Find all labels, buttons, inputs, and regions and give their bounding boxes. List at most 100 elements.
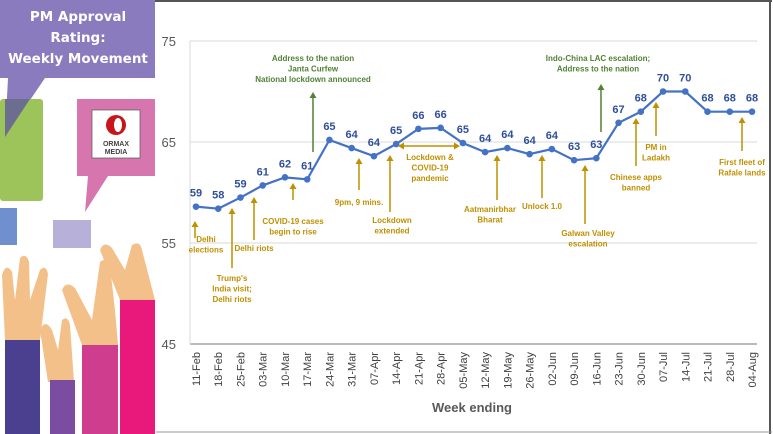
arrow-up-icon <box>632 118 640 124</box>
data-label: 58 <box>212 190 224 202</box>
arrow-up-icon <box>493 155 501 161</box>
data-label: 68 <box>724 93 736 105</box>
data-label: 68 <box>635 93 647 105</box>
data-point <box>437 124 444 132</box>
annotation-text: Janta Curfew <box>288 65 339 74</box>
data-label: 70 <box>657 73 669 85</box>
x-tick-label: 19-May <box>502 352 514 389</box>
annotation-text: National lockdown announced <box>255 75 371 84</box>
annotation-text: First fleet of <box>719 158 765 167</box>
x-tick-label: 11-Feb <box>191 352 203 386</box>
annotation-text: Trump's <box>217 274 248 283</box>
event-annotation: Address to the nation Janta CurfewNationa… <box>255 54 371 152</box>
event-annotation: PM in Ladakh <box>642 102 670 163</box>
annotation-text: Delhi riots <box>234 244 274 253</box>
data-label: 65 <box>390 125 402 137</box>
data-point <box>192 203 200 210</box>
data-point <box>459 139 467 147</box>
data-point <box>615 119 622 127</box>
annotation-text: Delhi riots <box>212 295 252 304</box>
event-annotation: Trump's India visit;Delhi riots <box>212 208 252 304</box>
event-annotation: Indo-China LAC escalation; Address to the… <box>546 54 650 132</box>
data-label: 61 <box>301 160 313 172</box>
arrow-up-icon <box>597 84 605 90</box>
annotation-text: pandemic <box>411 174 449 183</box>
annotation-text: extended <box>374 227 409 236</box>
event-annotation: Unlock 1.0 <box>522 155 563 211</box>
arrow-up-icon <box>652 102 660 108</box>
sleeve-4 <box>120 300 155 434</box>
x-tick-label: 25-Feb <box>235 352 247 387</box>
x-tick-label: 03-Mar <box>258 352 270 387</box>
y-tick-label: 75 <box>162 34 176 49</box>
x-tick-label: 28-Apr <box>436 352 448 385</box>
x-tick-label: 28-Jul <box>725 352 737 382</box>
raised-hands <box>2 243 155 382</box>
lavender-bubble <box>53 220 91 248</box>
data-point <box>681 88 689 95</box>
data-point <box>214 205 222 212</box>
data-label: 70 <box>679 73 691 85</box>
annotation-text: PM in <box>645 143 666 152</box>
data-point <box>726 108 734 115</box>
data-point <box>281 174 289 181</box>
data-point <box>370 152 378 160</box>
event-annotation: Galwan Valley escalation <box>561 165 615 249</box>
x-axis-title: Week ending <box>432 400 512 415</box>
annotation-text: Aatmanirbhar <box>464 205 516 214</box>
x-tick-label: 09-Jun <box>569 352 581 386</box>
annotation-text: COVID-19 cases <box>262 217 324 226</box>
logo-text-2: MEDIA <box>105 149 128 156</box>
arrow-up-icon <box>250 197 258 203</box>
x-tick-label: 16-Jun <box>591 352 603 386</box>
x-tick-label: 10-Mar <box>280 352 292 387</box>
sleeve-3 <box>82 345 118 434</box>
data-label: 61 <box>257 166 269 178</box>
arrow-up-icon <box>538 155 546 161</box>
logo-text-1: ORMAX <box>103 141 129 148</box>
annotation-text: Address to the nation <box>272 54 354 63</box>
data-point <box>504 144 511 152</box>
data-point <box>326 136 333 144</box>
x-tick-label: 07-Jul <box>658 352 670 382</box>
y-tick-label: 45 <box>162 337 176 352</box>
data-point <box>526 150 533 158</box>
data-label: 59 <box>234 179 246 191</box>
y-tick-label: 65 <box>162 135 176 150</box>
event-annotation: Delhi riots <box>234 197 274 253</box>
arrow-right-icon <box>454 142 460 150</box>
annotation-text: Lockdown & <box>406 153 454 162</box>
x-tick-label: 24-Mar <box>324 352 336 387</box>
data-label: 64 <box>346 129 359 141</box>
annotation-text: Address to the nation <box>557 65 639 74</box>
annotation-text: Rafale lands <box>718 169 766 178</box>
event-annotation: First fleet of Rafale lands <box>718 117 766 178</box>
x-tick-label: 31-Mar <box>347 352 359 387</box>
data-point <box>259 182 267 189</box>
x-tick-label: 12-May <box>480 352 492 389</box>
data-label: 64 <box>368 137 381 149</box>
data-point <box>748 108 756 115</box>
data-point <box>548 145 556 153</box>
title-panel <box>0 0 155 78</box>
annotation-text: COVID-19 <box>412 164 449 173</box>
x-tick-label: 21-Jul <box>703 352 715 382</box>
arrow-up-icon <box>289 183 297 189</box>
annotation-text: Unlock 1.0 <box>522 202 563 211</box>
data-label: 65 <box>457 124 469 136</box>
data-label: 59 <box>190 188 202 200</box>
x-tick-label: 14-Apr <box>391 352 403 385</box>
ormax-logo-mark-inner <box>114 118 122 132</box>
blue-bubble <box>0 208 17 245</box>
arrow-up-icon <box>228 208 236 214</box>
annotation-text: Galwan Valley <box>561 229 615 238</box>
x-tick-label: 23-Jun <box>614 352 626 386</box>
data-label: 65 <box>323 121 335 133</box>
data-label: 64 <box>523 135 536 147</box>
pink-bubble-tail <box>85 176 108 212</box>
data-point <box>481 148 489 156</box>
y-tick-label: 55 <box>162 236 176 251</box>
data-point <box>704 108 711 115</box>
x-tick-label: 04-Aug <box>747 352 759 387</box>
